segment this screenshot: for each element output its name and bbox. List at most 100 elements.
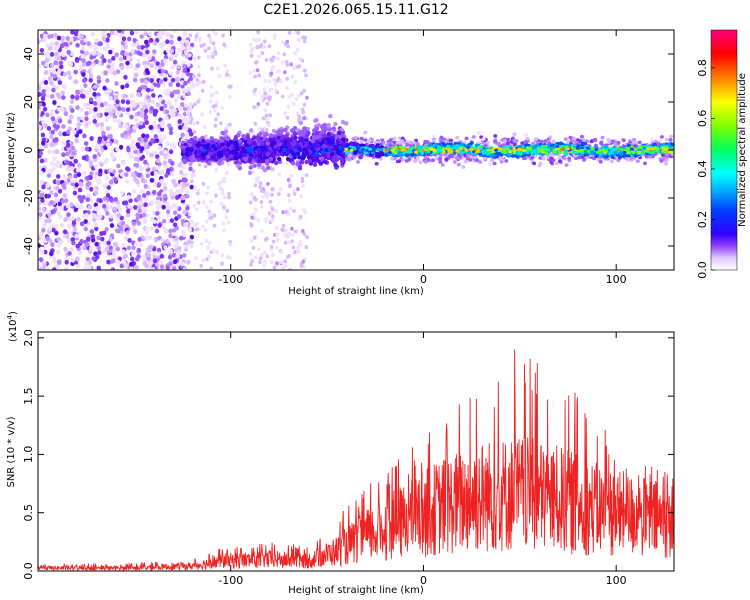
spectrogram-cell: [504, 159, 509, 163]
spectrogram-cell: [121, 242, 126, 248]
spectrogram-cell: [57, 188, 63, 194]
spectrogram-cell: [188, 105, 193, 110]
spectrogram-cell: [287, 94, 292, 99]
spectrogram-cell: [85, 175, 90, 181]
spectrogram-cell: [201, 152, 206, 158]
spectrogram-cell: [210, 51, 214, 56]
spectrogram-cell: [145, 87, 151, 93]
spectrogram-cell: [144, 235, 149, 241]
spectrogram-cell: [207, 33, 211, 38]
spectrogram-cell: [220, 130, 225, 136]
spectrogram-cell: [116, 212, 122, 218]
spectrogram-cell: [112, 242, 118, 248]
spectrogram-cell: [112, 117, 118, 123]
spectrogram-cell: [125, 107, 131, 112]
spectrogram-cell: [315, 143, 320, 148]
spectrogram-cell: [86, 193, 91, 199]
spectrogram-cell: [180, 261, 185, 267]
spectrogram-cell: [251, 131, 256, 136]
spectrogram-cell: [55, 92, 61, 98]
spectrogram-cell: [73, 31, 79, 37]
spectrogram-cell: [200, 88, 205, 93]
spectrogram-cell: [247, 157, 253, 163]
spectrogram-cell: [83, 141, 89, 146]
spectrogram-cell: [188, 212, 192, 216]
spectrogram-cell: [180, 102, 185, 107]
spectrogram-cell: [197, 73, 201, 78]
spectrogram-cell: [100, 31, 106, 37]
spectrogram-cell: [512, 132, 517, 137]
spectrogram-cell: [264, 219, 269, 224]
spectrogram-cell: [270, 67, 275, 72]
spectrogram-cell: [61, 182, 66, 188]
spectrogram-cell: [159, 30, 164, 35]
spectrogram-cell: [205, 257, 209, 262]
spectrogram-cell: [144, 100, 149, 106]
spectrogram-cell: [664, 137, 669, 142]
spectrogram-cell: [276, 76, 281, 81]
spectrogram-cell: [94, 241, 99, 247]
spectrogram-cell: [177, 36, 182, 42]
spectrogram-cell: [162, 160, 168, 166]
spectrogram-cell: [65, 160, 70, 166]
spectrogram-cell: [115, 146, 120, 152]
spectrogram-cell: [129, 266, 134, 270]
spectrogram-cell: [257, 175, 261, 180]
spectrogram-cell: [108, 236, 113, 242]
spectrogram-cell: [101, 36, 107, 41]
spectrogram-cell: [289, 128, 295, 133]
spectrogram-cell: [658, 138, 663, 142]
spectrogram-cell: [110, 155, 116, 160]
spectrogram-cell: [38, 263, 41, 269]
spectrogram-cell: [73, 158, 79, 164]
spectrogram-cell: [66, 212, 71, 218]
spectrogram-cell: [174, 236, 179, 242]
spectrogram-cell: [222, 42, 226, 47]
spectrogram-cell: [380, 138, 385, 142]
spectrogram-cell: [135, 63, 140, 69]
spectrogram-cell: [244, 143, 249, 148]
spectrogram-cell: [269, 71, 274, 76]
spectrogram-cell: [212, 213, 217, 218]
spectrogram-cell: [81, 58, 86, 64]
spectrogram-cell: [173, 182, 178, 188]
spectrogram-cell: [193, 57, 197, 62]
spectrogram-cell: [347, 153, 352, 158]
spectrogram-cell: [207, 254, 211, 259]
spectrogram-cell: [227, 191, 231, 196]
spectrogram-cell: [281, 266, 285, 270]
spectrogram-cell: [79, 93, 85, 99]
spectrogram-cell: [178, 125, 183, 130]
spectrogram-cell: [54, 51, 59, 57]
spectrogram-cell: [45, 43, 50, 48]
spectrogram-cell: [95, 122, 100, 128]
spectrogram-cell: [295, 151, 300, 156]
spectrogram-cell: [320, 129, 325, 135]
spectrogram-cell: [363, 130, 368, 135]
spectrogram-cell: [41, 184, 46, 190]
spectrogram-cell: [69, 178, 75, 183]
spectrogram-cell: [184, 54, 189, 59]
spectrogram-cell: [49, 142, 55, 148]
spectrogram-cell: [53, 32, 58, 38]
spectrogram-cell: [197, 55, 201, 60]
spectrogram-cell: [275, 245, 279, 250]
spectrogram-cell: [54, 41, 59, 46]
spectrogram-cell: [129, 63, 134, 69]
spectrogram-cell: [77, 250, 83, 255]
spectrogram-cell: [143, 142, 149, 148]
spectrogram-cell: [93, 222, 98, 227]
spectrogram-cell: [191, 169, 196, 174]
spectrogram-cell: [110, 267, 116, 270]
spectrogram-cell: [212, 223, 217, 228]
spectrogram-cell: [490, 158, 495, 163]
spectrogram-cell: [195, 221, 200, 226]
spectrogram-cell: [203, 48, 208, 53]
spectrogram-cell: [98, 168, 103, 174]
spectrogram-cell: [76, 89, 81, 95]
spectrogram-cell: [165, 265, 170, 270]
spectrogram-cell: [236, 133, 241, 138]
spectrogram-cell: [168, 248, 173, 254]
spectrogram-cell: [216, 112, 220, 117]
spectrogram-cell: [413, 159, 417, 163]
